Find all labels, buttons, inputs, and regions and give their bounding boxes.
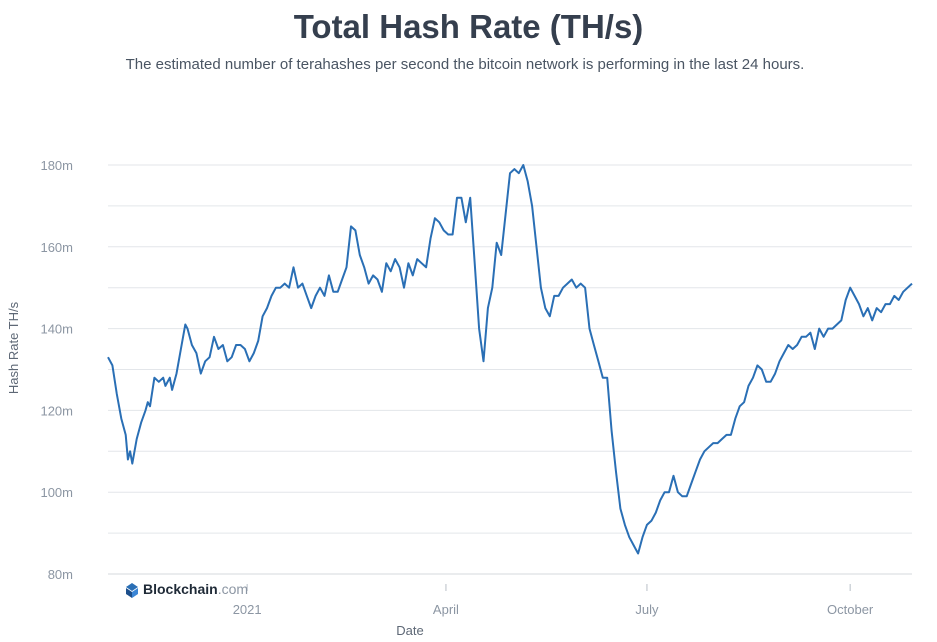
x-tick-label: October xyxy=(827,602,874,617)
brand-watermark[interactable]: Blockchain.com xyxy=(126,581,248,598)
chart-title: Total Hash Rate (TH/s) xyxy=(293,8,644,45)
y-tick-label: 100m xyxy=(40,485,73,500)
y-axis-ticks: 80m 100m 120m 140m 160m 180m xyxy=(40,158,73,582)
brand-suffix: .com xyxy=(218,581,248,597)
y-tick-label: 80m xyxy=(48,567,73,582)
x-tick-label: April xyxy=(433,602,459,617)
x-tick-label: July xyxy=(635,602,659,617)
blockchain-logo-icon xyxy=(126,583,138,598)
x-tick-label: 2021 xyxy=(233,602,262,617)
brand-name: Blockchain xyxy=(143,581,218,597)
x-axis-title: Date xyxy=(396,623,423,638)
y-tick-label: 180m xyxy=(40,158,73,173)
y-axis-title: Hash Rate TH/s xyxy=(6,301,21,394)
y-tick-label: 160m xyxy=(40,240,73,255)
series-line xyxy=(107,164,913,555)
grid-lines xyxy=(108,164,912,575)
svg-text:Blockchain.com: Blockchain.com xyxy=(143,581,248,597)
x-axis-ticks: 2021 April July October xyxy=(233,584,874,617)
chart-subtitle: The estimated number of terahashes per s… xyxy=(125,56,805,73)
y-tick-label: 120m xyxy=(40,403,73,418)
y-tick-label: 140m xyxy=(40,322,73,337)
